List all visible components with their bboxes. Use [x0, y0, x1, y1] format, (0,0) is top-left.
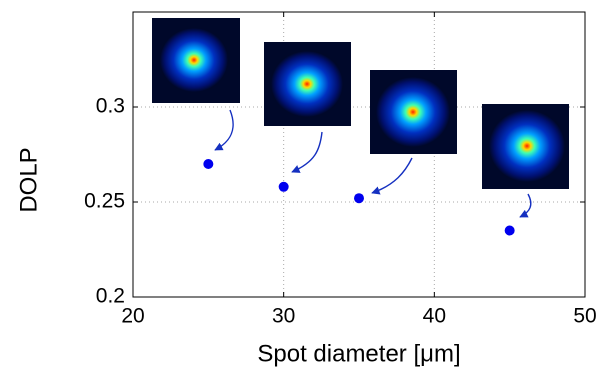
data-point [505, 226, 515, 236]
x-tick-label: 30 [272, 305, 295, 328]
inset-spot [489, 110, 565, 182]
x-tick-label: 20 [121, 305, 144, 328]
y-tick-label: 0.3 [96, 95, 125, 118]
x-tick-label: 50 [573, 305, 596, 328]
y-tick-label: 0.25 [84, 190, 125, 213]
y-axis-label: DOLP [15, 147, 42, 212]
data-point [354, 193, 364, 203]
data-point [203, 159, 213, 169]
x-axis-label: Spot diameter [μm] [257, 340, 460, 367]
chart: Spot diameter [μm] DOLP 0.20.250.3203040… [0, 0, 610, 370]
page: Spot diameter [μm] DOLP 0.20.250.3203040… [0, 0, 610, 370]
data-point [279, 182, 289, 192]
inset-spot [376, 77, 450, 147]
x-tick-label: 40 [423, 305, 446, 328]
inset-spot [160, 28, 228, 92]
inset-spot [271, 51, 343, 117]
